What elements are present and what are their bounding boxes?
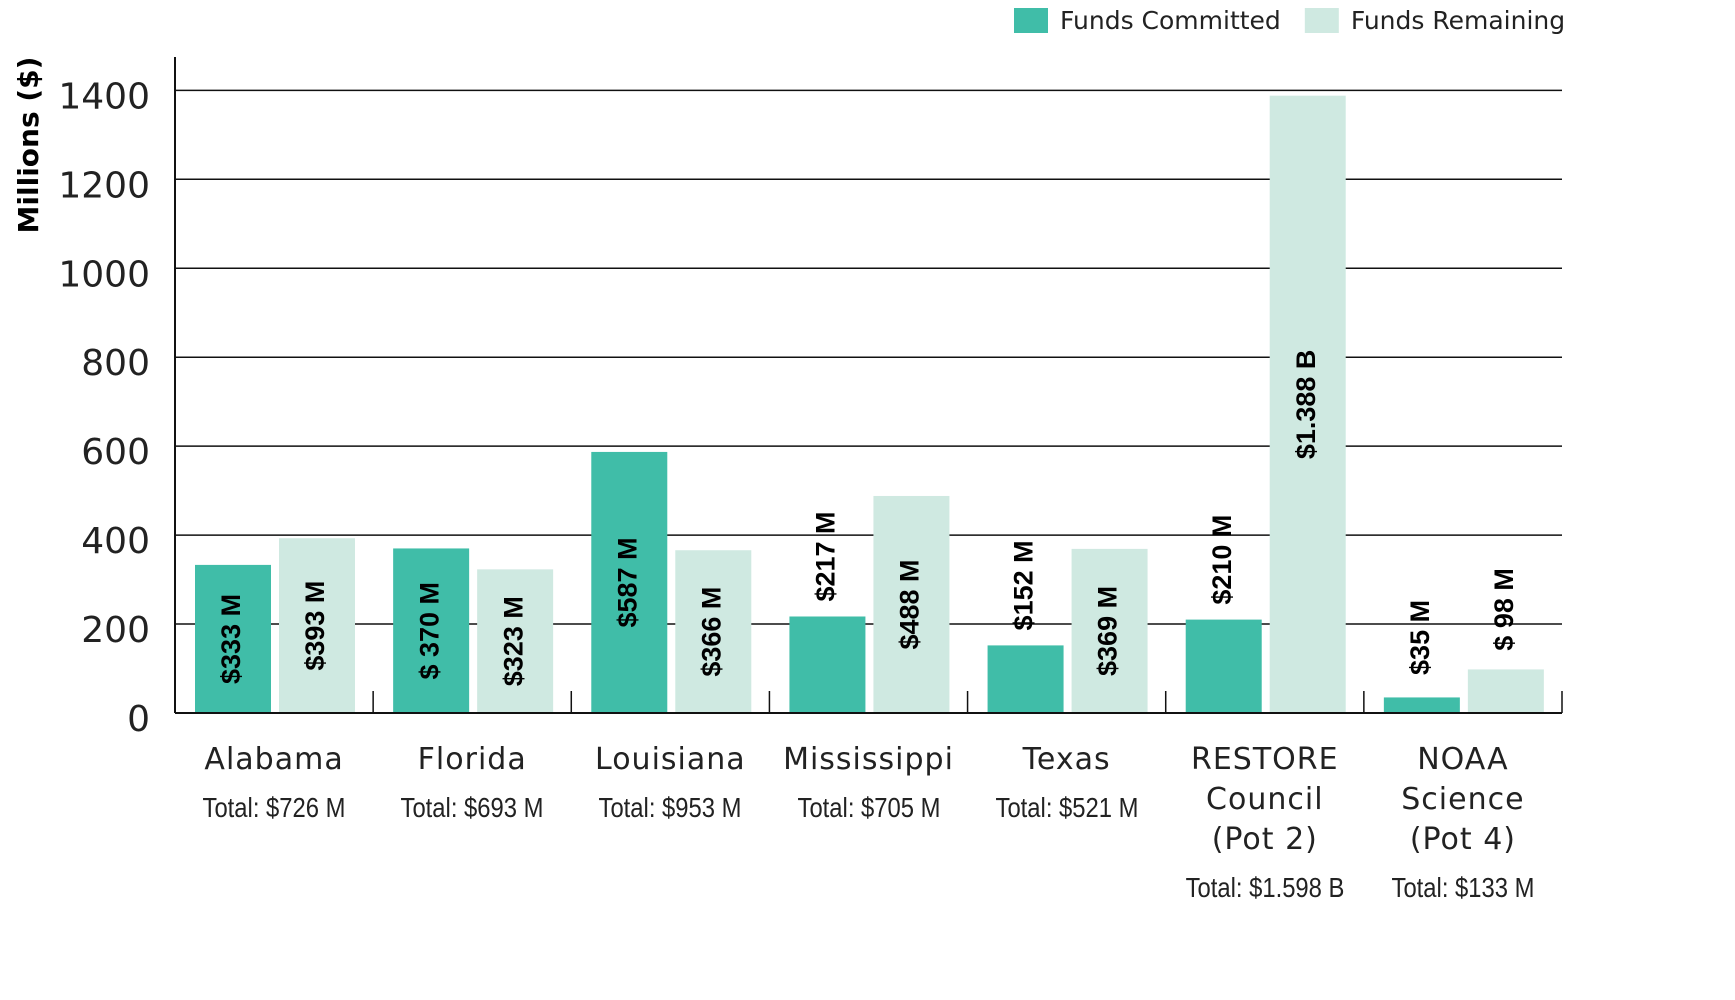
y-tick-label: 1000 bbox=[58, 254, 150, 295]
category-group: Louisiana Total: $953 M bbox=[575, 740, 765, 824]
x-tick-label: Alabama bbox=[204, 742, 344, 777]
bar bbox=[1269, 95, 1346, 714]
category-group: Alabama Total: $726 M bbox=[179, 740, 369, 824]
value-label: $333 M bbox=[216, 594, 246, 684]
x-tick-label: Texas bbox=[1022, 742, 1111, 777]
legend-label: Funds Remaining bbox=[1351, 6, 1565, 35]
y-tick-label: 600 bbox=[81, 432, 150, 473]
y-tick-label: 400 bbox=[81, 521, 150, 562]
y-tick-label: 800 bbox=[81, 343, 150, 384]
value-label: $369 M bbox=[1093, 586, 1123, 676]
value-label: $1.388 B bbox=[1291, 350, 1321, 460]
bar bbox=[393, 548, 470, 713]
legend-label: Funds Committed bbox=[1060, 6, 1281, 35]
value-label: $587 M bbox=[612, 537, 642, 627]
bar bbox=[477, 569, 554, 713]
category-group: Texas Total: $521 M bbox=[972, 740, 1162, 824]
y-tick-label: 200 bbox=[81, 610, 150, 651]
value-label: $152 M bbox=[1009, 540, 1039, 630]
bar bbox=[987, 645, 1064, 713]
bar bbox=[675, 550, 752, 713]
value-label: $393 M bbox=[300, 581, 330, 671]
bar bbox=[591, 451, 668, 713]
y-tick-label: 1200 bbox=[58, 165, 150, 206]
x-tick-label: NOAA Science (Pot 4) bbox=[1401, 742, 1525, 857]
y-axis-title: Millions ($) bbox=[12, 57, 45, 234]
category-group: Mississippi Total: $705 M bbox=[774, 740, 964, 824]
legend-swatch bbox=[1304, 8, 1339, 33]
legend-swatch bbox=[1014, 8, 1048, 33]
bar bbox=[279, 538, 355, 713]
bar bbox=[1071, 548, 1148, 713]
category-total: Total: $521 M bbox=[995, 792, 1139, 823]
bar bbox=[1185, 619, 1262, 713]
bar bbox=[1383, 697, 1460, 713]
value-label: $217 M bbox=[811, 511, 841, 601]
category-total: Total: $953 M bbox=[598, 792, 742, 823]
value-label: $488 M bbox=[895, 559, 925, 649]
category-total: Total: $693 M bbox=[400, 792, 544, 823]
value-label: $ 98 M bbox=[1489, 568, 1519, 651]
category-group: RESTORE Council (Pot 2) Total: $1.598 B bbox=[1170, 740, 1360, 904]
value-label: $323 M bbox=[498, 596, 528, 686]
bar bbox=[873, 495, 950, 713]
value-label: $210 M bbox=[1207, 515, 1237, 605]
value-label: $366 M bbox=[696, 587, 726, 677]
category-total: Total: $726 M bbox=[202, 792, 346, 823]
x-tick-label: Louisiana bbox=[595, 742, 746, 777]
bar bbox=[195, 564, 271, 713]
category-total: Total: $1.598 B bbox=[1185, 872, 1345, 903]
x-tick-label: RESTORE Council (Pot 2) bbox=[1190, 742, 1339, 857]
x-tick-label: Florida bbox=[417, 742, 527, 777]
value-label: $35 M bbox=[1405, 600, 1435, 675]
bar bbox=[789, 616, 866, 713]
category-total: Total: $705 M bbox=[797, 792, 940, 823]
x-tick-label: Mississippi bbox=[783, 742, 954, 777]
y-tick-label: 1400 bbox=[58, 76, 150, 117]
category-group: Florida Total: $693 M bbox=[377, 740, 567, 824]
value-label: $ 370 M bbox=[414, 582, 444, 680]
bar bbox=[1467, 669, 1544, 713]
category-group: NOAA Science (Pot 4) Total: $133 M bbox=[1368, 740, 1558, 904]
y-tick-label: 0 bbox=[127, 699, 150, 740]
category-total: Total: $133 M bbox=[1391, 872, 1535, 903]
